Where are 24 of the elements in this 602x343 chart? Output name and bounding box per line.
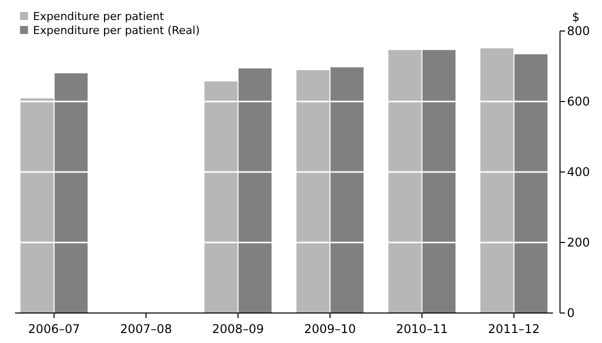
legend-label: Expenditure per patient (Real) [33,24,200,37]
bar [54,73,88,313]
x-tick-label: 2007–08 [120,322,172,336]
bar [422,50,456,313]
y-tick-label: 0 [567,306,575,320]
bar [480,48,514,313]
y-tick-label: 800 [567,24,590,38]
bar [296,70,330,313]
y-tick-label: 200 [567,236,590,250]
bar [514,54,548,313]
y-axis-title: $ [572,10,580,24]
x-tick-label: 2010–11 [396,322,448,336]
y-tick-label: 600 [567,94,590,108]
bar [238,68,272,313]
y-tick-label: 400 [567,165,590,179]
bar [388,50,422,313]
x-tick-label: 2011–12 [488,322,540,336]
bar [204,81,238,313]
legend-label: Expenditure per patient [33,10,165,23]
x-tick-label: 2009–10 [304,322,356,336]
x-tick-label: 2008–09 [212,322,264,336]
bar [20,98,54,313]
bar [330,67,364,313]
x-tick-label: 2006–07 [28,322,80,336]
